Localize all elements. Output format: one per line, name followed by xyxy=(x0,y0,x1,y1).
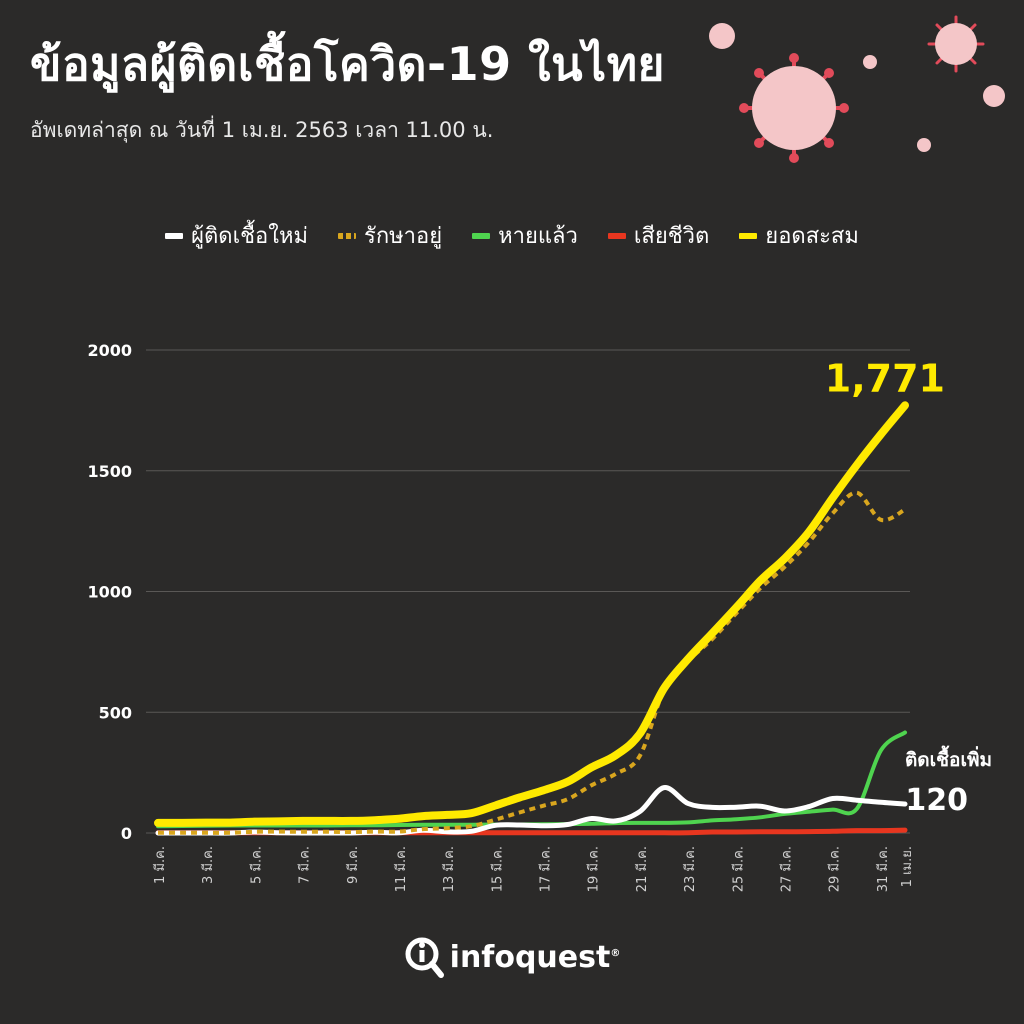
x-tick-label: 9 มี.ค. xyxy=(345,846,361,884)
legend-label-total: ยอดสะสม xyxy=(765,224,859,249)
y-tick-label: 500 xyxy=(99,703,132,722)
x-tick-label: 3 มี.ค. xyxy=(200,846,216,884)
x-tick-label: 1 เม.ย. xyxy=(900,846,915,887)
y-tick-label: 1500 xyxy=(87,462,132,481)
legend-label-new-cases: ผู้ติดเชื้อใหม่ xyxy=(191,224,308,249)
x-tick-label: 5 มี.ค. xyxy=(248,846,264,884)
virus-large-icon xyxy=(739,53,849,163)
legend-label-recovered: หายแล้ว xyxy=(498,224,578,249)
x-tick-label: 27 มี.ค. xyxy=(779,846,795,892)
legend-item-new-cases: ผู้ติดเชื้อใหม่ xyxy=(165,218,308,253)
y-tick-label: 0 xyxy=(121,824,132,843)
brand-name-text: infoquest xyxy=(449,939,611,975)
legend-swatch-deaths xyxy=(607,232,626,239)
y-tick-label: 2000 xyxy=(87,341,132,360)
x-tick-label: 19 มี.ค. xyxy=(586,846,602,892)
x-tick-label: 1 มี.ค. xyxy=(152,846,168,884)
new-cases-caption: ติดเชื้อเพิ่ม xyxy=(905,745,992,771)
legend-item-deaths: เสียชีวิต xyxy=(607,218,710,253)
legend-item-total: ยอดสะสม xyxy=(739,218,859,253)
new-cases-value-label: 120 xyxy=(905,783,968,818)
x-tick-label: 13 มี.ค. xyxy=(441,846,457,892)
x-tick-label: 23 มี.ค. xyxy=(682,846,698,892)
legend-label-treating: รักษาอยู่ xyxy=(364,224,443,249)
total-value-label: 1,771 xyxy=(825,356,945,400)
legend-swatch-new-cases xyxy=(165,232,184,239)
chart-legend: ผู้ติดเชื้อใหม่ รักษาอยู่ หายแล้ว เสียชี… xyxy=(0,218,1024,253)
x-tick-label: 29 มี.ค. xyxy=(827,846,843,892)
update-subtitle: อัพเดทล่าสุด ณ วันที่ 1 เม.ย. 2563 เวลา … xyxy=(30,118,494,142)
virus-small-icon xyxy=(927,15,985,73)
brand-registered-mark: ® xyxy=(610,947,621,959)
covid-line-chart: 0 500 1000 1500 2000 1 มี.ค. 3 มี.ค. 5 มี.ค. 7 … xyxy=(87,341,992,892)
x-tick-label: 11 มี.ค. xyxy=(393,846,409,892)
y-tick-label: 1000 xyxy=(87,583,132,602)
particle-dots-icon xyxy=(709,23,1005,152)
x-tick-label: 31 มี.ค. xyxy=(875,846,891,892)
legend-item-treating: รักษาอยู่ xyxy=(338,218,442,253)
x-tick-label: 25 มี.ค. xyxy=(730,846,746,892)
series-total-line xyxy=(154,401,909,827)
page-title: ข้อมูลผู้ติดเชื้อโควิด-19 ในไทย xyxy=(30,37,665,91)
x-tick-label: 15 มี.ค. xyxy=(489,846,505,892)
infoquest-logo-icon xyxy=(405,937,444,978)
x-tick-label: 21 มี.ค. xyxy=(634,846,650,892)
brand-logo: infoquest® xyxy=(0,936,1024,978)
legend-item-recovered: หายแล้ว xyxy=(472,218,578,253)
x-tick-label: 7 มี.ค. xyxy=(297,846,313,884)
legend-label-deaths: เสียชีวิต xyxy=(633,224,710,249)
legend-swatch-total xyxy=(739,232,758,239)
legend-swatch-recovered xyxy=(472,232,491,239)
x-tick-label: 17 มี.ค. xyxy=(538,846,554,892)
series-treating-line xyxy=(158,490,906,835)
legend-swatch-treating xyxy=(338,232,356,239)
brand-name: infoquest® xyxy=(450,940,621,975)
